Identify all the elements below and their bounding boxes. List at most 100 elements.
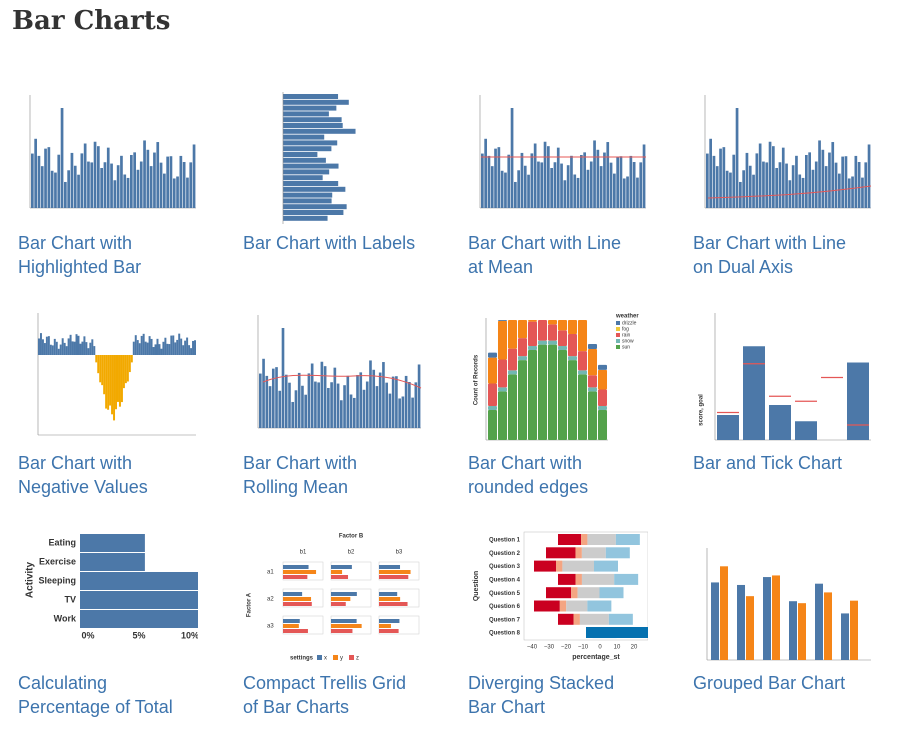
bar-shape xyxy=(172,178,176,208)
thumb-label: Question 3 xyxy=(489,564,521,570)
title-line[interactable]: Percentage of Total xyxy=(18,697,173,717)
legend-swatch xyxy=(349,655,354,660)
bar-shape xyxy=(150,338,153,355)
bar-shape xyxy=(566,600,588,612)
title-line[interactable]: rounded edges xyxy=(468,477,589,497)
card-title[interactable]: Bar Chart with Labels xyxy=(243,231,433,255)
card-title[interactable]: Bar Chart with Rolling Mean xyxy=(243,451,433,499)
title-line[interactable]: Bar Chart with Line xyxy=(468,233,622,253)
title-line[interactable]: Diverging Stacked xyxy=(468,673,615,693)
bar-shape xyxy=(111,355,114,415)
card-title[interactable]: Diverging Stacked Bar Chart xyxy=(468,671,658,719)
card-title[interactable]: Bar Chart with Line at Mean xyxy=(468,231,658,279)
gallery-card[interactable]: Bar Chart with Line at Mean xyxy=(468,90,658,279)
title-line[interactable]: Bar and Tick Chart xyxy=(693,453,843,473)
bar-shape xyxy=(404,375,408,428)
bar-shape xyxy=(87,348,90,355)
bar-shape xyxy=(259,373,262,428)
bar-shape xyxy=(408,382,411,428)
bar-shape xyxy=(606,142,610,208)
bar-shape xyxy=(709,138,712,208)
card-title[interactable]: Compact Trellis Grid of Bar Charts xyxy=(243,671,433,719)
thumbnail[interactable] xyxy=(243,310,423,445)
card-title[interactable]: Grouped Bar Chart xyxy=(693,671,883,695)
title-line[interactable]: on Dual Axis xyxy=(693,257,794,277)
legend-swatch xyxy=(333,655,338,660)
bar-shape xyxy=(548,340,557,345)
bar-shape xyxy=(857,162,861,208)
title-line[interactable]: Bar Chart with xyxy=(18,233,133,253)
title-line[interactable]: Calculating xyxy=(18,673,108,693)
card-title[interactable]: Bar Chart with Negative Values xyxy=(18,451,208,499)
title-line[interactable]: Negative Values xyxy=(18,477,148,497)
title-line[interactable]: of Bar Charts xyxy=(243,697,350,717)
title-line[interactable]: at Mean xyxy=(468,257,534,277)
page-title: Bar Charts xyxy=(12,6,171,36)
bar-shape xyxy=(126,177,130,208)
title-line[interactable]: Highlighted Bar xyxy=(18,257,142,277)
bar-shape xyxy=(818,140,821,208)
thumbnail[interactable]: Eating Exercise Sleeping TV Work 0% 5% 10% Activ… xyxy=(18,530,198,665)
bar-shape xyxy=(488,406,497,410)
title-line[interactable]: Bar Chart with Labels xyxy=(243,233,416,253)
bar-shape xyxy=(752,174,755,208)
bar-shape xyxy=(533,143,537,208)
thumbnail[interactable] xyxy=(693,90,873,225)
gallery-card[interactable]: Bar Chart with Line on Dual Axis xyxy=(693,90,883,279)
title-line[interactable]: Bar Chart with xyxy=(468,453,583,473)
thumb-label: 10 xyxy=(614,645,621,651)
bar-shape xyxy=(77,174,80,208)
thumbnail[interactable]: score, goal xyxy=(693,310,873,445)
title-line[interactable]: Rolling Mean xyxy=(243,477,349,497)
card-title[interactable]: Calculating Percentage of Total xyxy=(18,671,208,719)
thumbnail[interactable] xyxy=(468,90,648,225)
gallery-card[interactable]: Bar Chart with Negative Values xyxy=(18,310,208,499)
bar-shape xyxy=(331,629,353,633)
thumbnail[interactable] xyxy=(243,90,423,225)
card-title[interactable]: Bar Chart with Line on Dual Axis xyxy=(693,231,883,279)
title-line[interactable]: Grouped Bar Chart xyxy=(693,673,846,693)
bar-shape xyxy=(851,176,854,208)
bar-shape xyxy=(608,613,633,625)
thumbnail[interactable] xyxy=(693,530,873,665)
thumbnail[interactable] xyxy=(18,90,198,225)
thumbnail[interactable]: Count of Records weatherdrizzlefograinsno… xyxy=(468,310,648,445)
thumb-label: a1 xyxy=(267,570,274,576)
bar-shape xyxy=(481,153,484,208)
bar-shape xyxy=(588,391,597,440)
gallery-card[interactable]: Eating Exercise Sleeping TV Work 0% 5% 10% Activ… xyxy=(18,530,208,719)
bar-shape xyxy=(283,570,317,574)
bar-shape xyxy=(548,320,557,325)
card-title[interactable]: Bar and Tick Chart xyxy=(693,451,883,475)
bar-shape xyxy=(508,348,517,371)
title-line[interactable]: Bar Chart with xyxy=(18,453,133,473)
bar-shape xyxy=(107,355,110,410)
title-line[interactable]: Bar Chart with xyxy=(243,453,358,473)
title-line[interactable]: Bar Chart xyxy=(468,697,546,717)
card-title[interactable]: Bar Chart with Highlighted Bar xyxy=(18,231,208,279)
gallery-card[interactable]: Question 1 Question 2 Question 3 Question 4… xyxy=(468,530,658,719)
thumb-label: Factor A xyxy=(247,592,253,617)
bar-shape xyxy=(73,165,77,208)
bar-shape xyxy=(587,534,616,545)
bar-shape xyxy=(331,602,346,606)
gallery-card[interactable]: Factor B b1 b2 b3 a1 a2 a3 Factor A settings x y z C… xyxy=(243,530,433,719)
title-line[interactable]: Compact Trellis Grid xyxy=(243,673,407,693)
gallery-card[interactable]: Bar Chart with Labels xyxy=(243,90,433,255)
bar-shape xyxy=(128,355,131,373)
thumbnail[interactable]: Factor B b1 b2 b3 a1 a2 a3 Factor A settings x y z xyxy=(243,530,423,665)
thumbnail[interactable] xyxy=(18,310,198,445)
gallery-card[interactable]: Bar Chart with Highlighted Bar xyxy=(18,90,208,279)
gallery-card[interactable]: Count of Records weather drizzle fog rain sno… xyxy=(468,310,658,499)
gallery-card[interactable]: Grouped Bar Chart xyxy=(693,530,883,695)
card-title[interactable]: Bar Chart with rounded edges xyxy=(468,451,658,499)
bar-shape xyxy=(45,336,48,355)
title-line[interactable]: Bar Chart with Line xyxy=(693,233,847,253)
gallery-card[interactable]: score, goal Bar and Tick Chart xyxy=(693,310,883,475)
bar-shape xyxy=(498,387,507,392)
bar-shape xyxy=(317,382,320,428)
bar-shape xyxy=(619,156,623,208)
thumbnail[interactable]: Question 1 Question 2 Question 3 Question 4… xyxy=(468,530,648,665)
gallery-card[interactable]: Bar Chart with Rolling Mean xyxy=(243,310,433,499)
bar-shape xyxy=(117,355,119,402)
